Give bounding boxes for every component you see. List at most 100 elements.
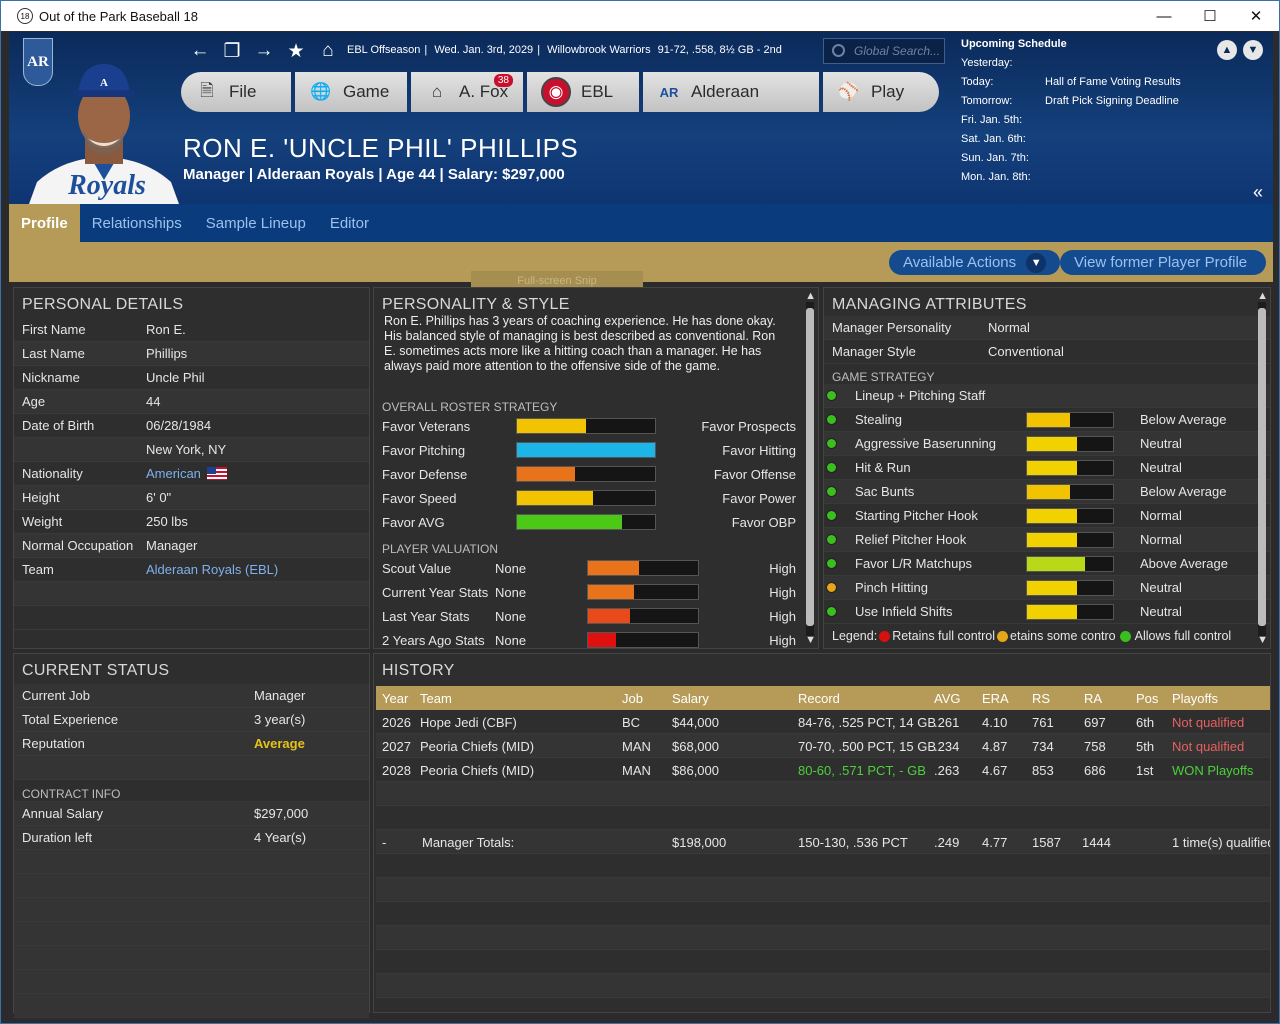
minimize-button[interactable]: — — [1156, 7, 1172, 25]
nationality-link[interactable]: American — [146, 466, 201, 481]
tab-sample-lineup[interactable]: Sample Lineup — [205, 214, 306, 232]
chevron-down-icon: ▼ — [1026, 252, 1047, 273]
valuation-row: Current Year Stats None High — [382, 584, 796, 600]
schedule-row[interactable]: Tomorrow: Draft Pick Signing Deadline — [961, 95, 1179, 107]
detail-row: Age 44 — [14, 390, 369, 414]
history-column-header[interactable]: AVG — [934, 690, 961, 706]
schedule-row: Sat. Jan. 6th: — [961, 133, 1026, 145]
title-bar[interactable]: 18 Out of the Park Baseball 18 — ☐ ✕ — [1, 1, 1279, 31]
back-arrow-icon[interactable]: ← — [190, 40, 210, 61]
strategy-row[interactable]: Sac Bunts Below Average — [824, 480, 1270, 504]
history-row[interactable]: 2028 Peoria Chiefs (MID) MAN $86,000 80-60, … — [382, 763, 1254, 778]
schedule-row: Mon. Jan. 8th: — [961, 171, 1031, 183]
team-link[interactable]: Peoria Chiefs (MID) — [420, 739, 535, 754]
jersey-script: Royals — [67, 170, 146, 201]
history-column-header[interactable]: Year — [382, 690, 409, 706]
schedule-row[interactable]: Today: Hall of Fame Voting Results — [961, 76, 1181, 88]
schedule-row: Sun. Jan. 7th: — [961, 152, 1029, 164]
detail-row: Team Alderaan Royals (EBL) — [14, 558, 369, 582]
managing-scrollbar[interactable] — [1258, 302, 1266, 636]
green-dot-icon — [1119, 630, 1131, 642]
menu-league-button[interactable]: ◉ EBL — [527, 72, 639, 112]
close-button[interactable]: ✕ — [1249, 8, 1263, 25]
attr-row: Manager Style Conventional — [824, 340, 1270, 364]
control-dot-icon — [826, 534, 837, 545]
manager-name: RON E. 'UNCLE PHIL' PHILLIPS — [183, 133, 579, 163]
strategy-row[interactable]: Favor L/R Matchups Above Average — [824, 552, 1270, 576]
tab-profile[interactable]: Profile — [9, 204, 80, 242]
strategy-row[interactable]: Aggressive Baserunning Neutral — [824, 432, 1270, 456]
scroll-down-icon[interactable]: ▼ — [1257, 634, 1268, 646]
personality-scrollbar[interactable] — [806, 302, 814, 636]
strategy-row[interactable]: Pinch Hitting Neutral — [824, 576, 1270, 600]
history-column-header[interactable]: Salary — [672, 690, 709, 706]
scroll-down-icon[interactable]: ▼ — [805, 634, 816, 646]
strategy-row[interactable]: Stealing Below Average — [824, 408, 1270, 432]
legend: Legend: Retains full control etains some… — [832, 629, 1232, 643]
history-column-header[interactable]: Pos — [1136, 690, 1159, 706]
star-icon[interactable]: ★ — [287, 40, 305, 62]
game-date: Wed. Jan. 3rd, 2029 — [434, 44, 534, 56]
roster-strategy-row: Favor Speed Favor Power — [382, 490, 796, 506]
contract-row: Annual Salary $297,000 — [14, 802, 369, 826]
strategy-row[interactable]: Lineup + Pitching Staff — [824, 384, 1270, 408]
tab-editor[interactable]: Editor — [329, 214, 370, 232]
team-link[interactable]: Hope Jedi (CBF) — [420, 715, 517, 730]
strategy-row[interactable]: Hit & Run Neutral — [824, 456, 1270, 480]
history-row[interactable]: 2027 Peoria Chiefs (MID) MAN $68,000 70-70, … — [382, 739, 1245, 754]
personal-details-title: PERSONAL DETAILS — [22, 296, 184, 313]
status-row: Reputation Average — [14, 732, 369, 756]
strategy-bar — [1026, 603, 1114, 620]
tab-relationships[interactable]: Relationships — [91, 214, 182, 232]
strategy-row[interactable]: Use Infield Shifts Neutral — [824, 600, 1270, 624]
manager-portrait: A Royals — [29, 64, 179, 204]
team-link[interactable]: Peoria Chiefs (MID) — [420, 763, 535, 778]
strategy-row[interactable]: Relief Pitcher Hook Normal — [824, 528, 1270, 552]
history-column-header[interactable]: ERA — [982, 690, 1009, 706]
forward-arrow-icon[interactable]: → — [254, 40, 274, 61]
menu-file-button[interactable]: 🗎 File — [181, 72, 291, 112]
history-column-header[interactable]: Team — [420, 690, 452, 706]
personal-details-panel: PERSONAL DETAILS First Name Ron E. Last N… — [13, 287, 370, 649]
search-icon — [832, 44, 845, 57]
schedule-up-button[interactable]: ▲ — [1217, 40, 1237, 60]
team-link[interactable]: Alderaan Royals (EBL) — [146, 562, 279, 577]
strategy-row[interactable]: Starting Pitcher Hook Normal — [824, 504, 1270, 528]
league-status: EBL Offseason — [347, 44, 421, 56]
home-icon[interactable]: ⌂ — [322, 40, 334, 61]
menu-play-button[interactable]: ⚾ Play — [823, 72, 939, 112]
main-menu: 🗎 File 🌐 Game ⌂ A. Fox 38 ◉ EBL AR Alderaan ⚾… — [181, 72, 939, 112]
history-panel: HISTORY Year Team Job Salary Record AVG ERA RS R… — [373, 653, 1271, 1013]
status-row: Total Experience 3 year(s) — [14, 708, 369, 732]
menu-team-button[interactable]: AR Alderaan — [643, 72, 819, 112]
history-row[interactable]: 2026 Hope Jedi (CBF) BC $44,000 84-76, .525 … — [382, 715, 1245, 730]
collapse-panel-icon[interactable]: « — [1253, 182, 1264, 202]
history-column-header[interactable]: RS — [1032, 690, 1051, 706]
control-dot-icon — [826, 582, 837, 593]
view-former-player-button[interactable]: View former Player Profile — [1060, 250, 1266, 275]
maximize-button[interactable]: ☐ — [1203, 8, 1217, 25]
available-actions-button[interactable]: Available Actions ▼ — [889, 250, 1061, 275]
scroll-up-icon[interactable]: ▲ — [805, 290, 816, 302]
reputation-value: Average — [254, 736, 305, 751]
globe-icon: 🌐 — [310, 82, 332, 101]
menu-game-button[interactable]: 🌐 Game — [295, 72, 407, 112]
menu-home-button[interactable]: ⌂ A. Fox 38 — [411, 72, 523, 112]
strategy-bar — [516, 442, 656, 458]
scroll-up-icon[interactable]: ▲ — [1257, 290, 1268, 302]
history-column-header[interactable]: RA — [1084, 690, 1103, 706]
global-search-input[interactable]: Global Search... — [823, 38, 945, 64]
history-column-header[interactable]: Playoffs — [1172, 690, 1219, 706]
human-team[interactable]: Willowbrook Warriors — [547, 44, 651, 56]
schedule-down-button[interactable]: ▼ — [1243, 40, 1263, 60]
team-logo[interactable]: AR — [23, 38, 53, 86]
upcoming-schedule: Upcoming Schedule Yesterday: Today: Hall … — [961, 38, 1261, 190]
control-dot-icon — [826, 390, 837, 401]
strategy-bar — [1026, 531, 1114, 548]
history-column-header[interactable]: Job — [622, 690, 643, 706]
orange-dot-icon — [997, 630, 1009, 642]
copy-icon[interactable]: ❐ — [223, 40, 241, 62]
history-column-header[interactable]: Record — [798, 690, 840, 706]
control-dot-icon — [826, 438, 837, 449]
